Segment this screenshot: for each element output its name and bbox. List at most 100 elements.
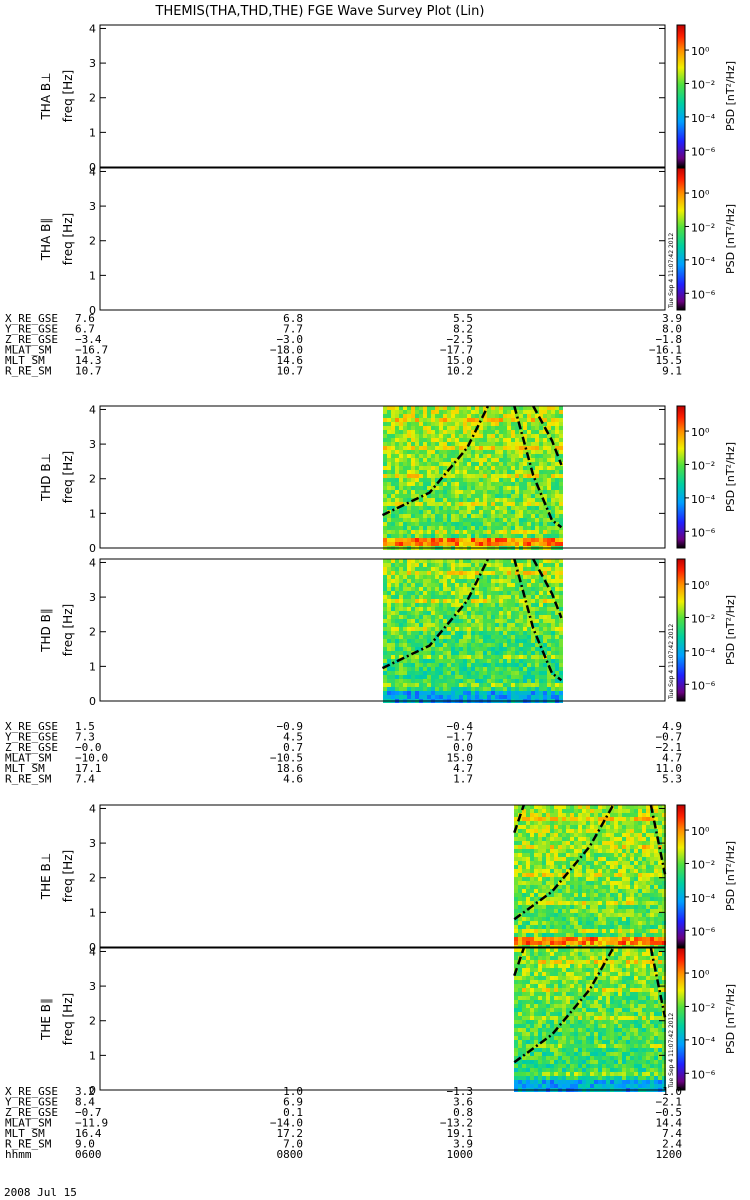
spectrogram-cell bbox=[566, 809, 570, 813]
spectrogram-cell bbox=[427, 458, 431, 462]
spectrogram-cell bbox=[622, 809, 626, 813]
spectrogram-cell bbox=[475, 619, 479, 623]
spectrogram-cell bbox=[419, 615, 423, 619]
spectrogram-cell bbox=[518, 869, 522, 873]
spectrogram-cell bbox=[395, 591, 399, 595]
spectrogram-cell bbox=[423, 498, 427, 502]
spectrogram-cell bbox=[559, 422, 563, 426]
spectrogram-cell bbox=[495, 579, 499, 583]
spectrogram-cell bbox=[383, 683, 387, 687]
spectrogram-cell bbox=[423, 534, 427, 538]
y-tick-label: 4 bbox=[89, 403, 96, 416]
spectrogram-cell bbox=[530, 1044, 534, 1048]
spectrogram-cell bbox=[622, 917, 626, 921]
spectrogram-cell bbox=[515, 430, 519, 434]
spectrogram-cell bbox=[383, 442, 387, 446]
spectrogram-cell bbox=[622, 833, 626, 837]
spectrogram-cell bbox=[534, 897, 538, 901]
spectrogram-cell bbox=[626, 925, 630, 929]
spectrogram-cell bbox=[546, 893, 550, 897]
spectrogram-cell bbox=[562, 925, 566, 929]
spectrogram-cell bbox=[554, 881, 558, 885]
spectrogram-cell bbox=[411, 603, 415, 607]
spectrogram-cell bbox=[511, 687, 515, 691]
spectrogram-cell bbox=[519, 647, 523, 651]
spectrogram-cell bbox=[539, 603, 543, 607]
spectrogram-cell bbox=[570, 913, 574, 917]
spectrogram-cell bbox=[487, 426, 491, 430]
spectrogram-cell bbox=[542, 849, 546, 853]
spectrogram-cell bbox=[630, 913, 634, 917]
spectrogram-cell bbox=[507, 615, 511, 619]
spectrogram-cell bbox=[531, 430, 535, 434]
spectrogram-cell bbox=[527, 587, 531, 591]
spectrogram-cell bbox=[503, 583, 507, 587]
spectrogram-cell bbox=[618, 845, 622, 849]
spectrogram-cell bbox=[551, 655, 555, 659]
spectrogram-cell bbox=[463, 583, 467, 587]
spectrogram-cell bbox=[590, 929, 594, 933]
spectrogram-cell bbox=[518, 964, 522, 968]
spectrogram-cell bbox=[443, 631, 447, 635]
spectrogram-cell bbox=[535, 526, 539, 530]
spectrogram-cell bbox=[459, 651, 463, 655]
spectrogram-cell bbox=[534, 1032, 538, 1036]
spectrogram-cell bbox=[451, 410, 455, 414]
spectrogram-cell bbox=[391, 671, 395, 675]
spectrogram-cell bbox=[399, 446, 403, 450]
spectrogram-cell bbox=[455, 526, 459, 530]
spectrogram-cell bbox=[519, 490, 523, 494]
spectrogram-cell bbox=[598, 877, 602, 881]
spectrogram-cell bbox=[387, 486, 391, 490]
spectrogram-cell bbox=[439, 671, 443, 675]
spectrogram-cell bbox=[499, 623, 503, 627]
spectrogram-cell bbox=[419, 470, 423, 474]
spectrogram-cell bbox=[403, 514, 407, 518]
spectrogram-cell bbox=[515, 482, 519, 486]
spectrogram-cell bbox=[555, 635, 559, 639]
spectrogram-cell bbox=[411, 571, 415, 575]
spectrogram-cell bbox=[431, 446, 435, 450]
spectrogram-cell bbox=[395, 559, 399, 563]
spectrogram-cell bbox=[522, 1060, 526, 1064]
spectrogram-cell bbox=[546, 933, 550, 937]
spectrogram-cell bbox=[491, 591, 495, 595]
spectrogram-cell bbox=[642, 909, 646, 913]
spectrogram-cell bbox=[626, 877, 630, 881]
spectrogram-cell bbox=[407, 470, 411, 474]
spectrogram-cell bbox=[479, 639, 483, 643]
spectrogram-cell bbox=[554, 897, 558, 901]
spectrogram-cell bbox=[423, 567, 427, 571]
spectrogram-cell bbox=[570, 901, 574, 905]
spectrogram-cell bbox=[471, 603, 475, 607]
spectrogram-cell bbox=[547, 627, 551, 631]
spectrogram-cell bbox=[499, 462, 503, 466]
spectrogram-cell bbox=[415, 466, 419, 470]
spectrogram-cell bbox=[463, 510, 467, 514]
spectrogram-cell bbox=[411, 410, 415, 414]
spectrogram-cell bbox=[419, 627, 423, 631]
spectrogram-cell bbox=[642, 869, 646, 873]
spectrogram-cell bbox=[602, 933, 606, 937]
spectrogram-cell bbox=[555, 426, 559, 430]
spectrogram-cell bbox=[539, 563, 543, 567]
spectrogram-cell bbox=[423, 695, 427, 699]
spectrogram-cell bbox=[467, 506, 471, 510]
spectrogram-cell bbox=[642, 921, 646, 925]
spectrogram-cell bbox=[574, 853, 578, 857]
spectrogram-cell bbox=[507, 587, 511, 591]
spectrogram-cell bbox=[559, 530, 563, 534]
spectrogram-cell bbox=[407, 563, 411, 567]
spectrogram-cell bbox=[403, 623, 407, 627]
spectrogram-cell bbox=[411, 534, 415, 538]
spectrogram-cell bbox=[515, 691, 519, 695]
spectrogram-cell bbox=[455, 534, 459, 538]
spectrogram-cell bbox=[538, 869, 542, 873]
spectrogram-cell bbox=[387, 538, 391, 542]
spectrogram-cell bbox=[555, 587, 559, 591]
spectrogram-cell bbox=[518, 837, 522, 841]
spectrogram-cell bbox=[451, 675, 455, 679]
spectrogram-cell bbox=[519, 474, 523, 478]
spectrogram-cell bbox=[467, 559, 471, 563]
